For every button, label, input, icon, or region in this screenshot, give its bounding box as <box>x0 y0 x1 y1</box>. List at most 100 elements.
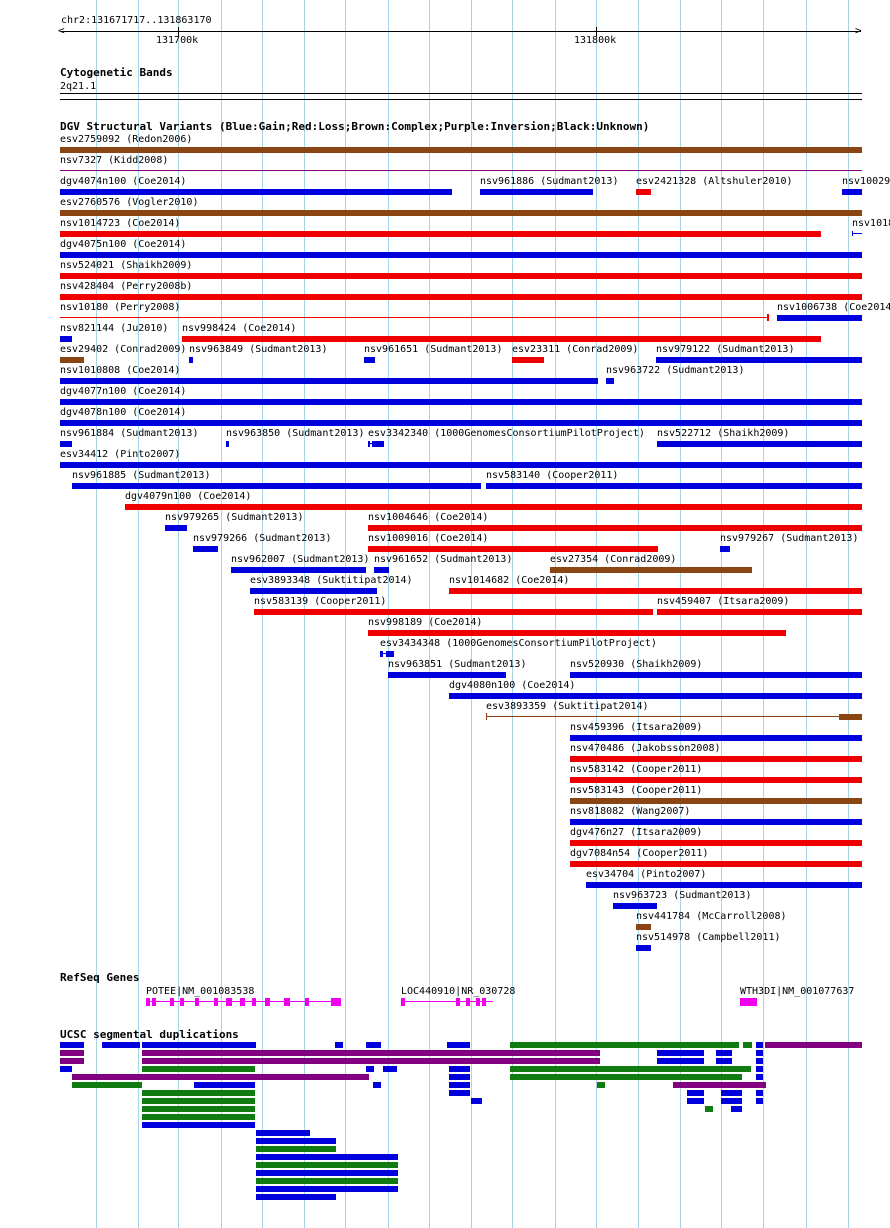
variant-label[interactable]: dgv4080n100 (Coe2014) <box>449 680 576 691</box>
variant-label[interactable]: nsv522712 (Shaikh2009) <box>657 428 790 439</box>
gene-exon[interactable] <box>740 998 757 1006</box>
segdup-bar[interactable] <box>142 1106 255 1112</box>
variant-bar[interactable] <box>777 315 862 321</box>
variant-bar[interactable] <box>231 567 366 573</box>
segdup-bar[interactable] <box>256 1138 336 1144</box>
dgv-track-title[interactable]: DGV Structural Variants (Blue:Gain;Red:L… <box>60 120 650 133</box>
gene-label[interactable]: POTEE|NM_001083538 <box>146 986 255 997</box>
gene-exon[interactable] <box>265 998 270 1006</box>
variant-bar[interactable] <box>368 443 384 444</box>
variant-label[interactable]: nsv963849 (Sudmant2013) <box>189 344 328 355</box>
variant-bar[interactable] <box>364 357 375 363</box>
segdup-bar[interactable] <box>756 1090 763 1096</box>
segdup-bar[interactable] <box>743 1042 752 1048</box>
variant-bar[interactable] <box>486 483 862 489</box>
segdup-bar[interactable] <box>756 1050 763 1056</box>
variant-bar[interactable] <box>570 798 862 804</box>
variant-label[interactable]: nsv979267 (Sudmant2013) <box>720 533 859 544</box>
variant-label[interactable]: nsv1010808 (Coe2014) <box>60 365 181 376</box>
gene-exon[interactable] <box>284 998 290 1006</box>
variant-bar[interactable] <box>636 924 651 930</box>
variant-bar[interactable] <box>613 903 657 909</box>
segdup-track-title[interactable]: UCSC segmental duplications <box>60 1028 239 1041</box>
variant-bar[interactable] <box>657 441 862 447</box>
variant-bar[interactable] <box>226 441 229 447</box>
segdup-bar[interactable] <box>673 1082 766 1088</box>
variant-bar[interactable] <box>368 630 786 636</box>
gene-label[interactable]: WTH3DI|NM_001077637 <box>740 986 855 997</box>
segdup-bar[interactable] <box>256 1130 310 1136</box>
segdup-bar[interactable] <box>756 1058 763 1064</box>
variant-bar[interactable] <box>60 462 862 468</box>
variant-label[interactable]: nsv10029 <box>842 176 890 187</box>
segdup-bar[interactable] <box>373 1082 381 1088</box>
segdup-bar[interactable] <box>597 1082 605 1088</box>
segdup-bar[interactable] <box>256 1186 398 1192</box>
variant-bar[interactable] <box>720 546 730 552</box>
variant-bar[interactable] <box>550 567 752 573</box>
variant-bar[interactable] <box>570 840 862 846</box>
variant-label[interactable]: nsv1009016 (Coe2014) <box>368 533 489 544</box>
variant-bar[interactable] <box>60 273 862 279</box>
segdup-bar[interactable] <box>256 1154 398 1160</box>
variant-label[interactable]: nsv514978 (Campbell2011) <box>636 932 781 943</box>
variant-label[interactable]: nsv979265 (Sudmant2013) <box>165 512 304 523</box>
segdup-bar[interactable] <box>721 1098 742 1104</box>
variant-label[interactable]: nsv583140 (Cooper2011) <box>486 470 619 481</box>
variant-bar[interactable] <box>767 314 769 321</box>
gene-label[interactable]: LOC440910|NR_030728 <box>401 986 516 997</box>
variant-label[interactable]: nsv583142 (Cooper2011) <box>570 764 703 775</box>
variant-bar[interactable] <box>60 210 862 216</box>
variant-bar[interactable] <box>60 147 862 153</box>
variant-label[interactable]: esv2760576 (Vogler2010) <box>60 197 199 208</box>
variant-label[interactable]: dgv4078n100 (Coe2014) <box>60 407 187 418</box>
variant-bar[interactable] <box>60 189 452 195</box>
variant-bar[interactable] <box>480 189 593 195</box>
variant-label[interactable]: nsv470486 (Jakobsson2008) <box>570 743 721 754</box>
variant-bar[interactable] <box>636 189 651 195</box>
variant-bar[interactable] <box>60 336 72 342</box>
variant-label[interactable]: nsv7327 (Kidd2008) <box>60 155 169 166</box>
variant-label[interactable]: nsv963850 (Sudmant2013) <box>226 428 365 439</box>
segdup-bar[interactable] <box>765 1042 862 1048</box>
variant-label[interactable]: nsv583139 (Cooper2011) <box>254 596 387 607</box>
variant-label[interactable]: esv27354 (Conrad2009) <box>550 554 677 565</box>
variant-bar[interactable] <box>125 504 862 510</box>
segdup-bar[interactable] <box>72 1074 369 1080</box>
variant-bar[interactable] <box>486 716 839 717</box>
variant-bar[interactable] <box>449 693 862 699</box>
variant-label[interactable]: nsv441784 (McCarroll2008) <box>636 911 787 922</box>
segdup-bar[interactable] <box>756 1098 763 1104</box>
variant-label[interactable]: nsv459396 (Itsara2009) <box>570 722 703 733</box>
variant-bar[interactable] <box>852 231 853 236</box>
variant-label[interactable]: nsv963723 (Sudmant2013) <box>613 890 752 901</box>
segdup-bar[interactable] <box>687 1098 704 1104</box>
variant-label[interactable]: nsv961652 (Sudmant2013) <box>374 554 513 565</box>
segdup-bar[interactable] <box>510 1074 742 1080</box>
segdup-bar[interactable] <box>471 1098 482 1104</box>
gene-exon[interactable] <box>195 998 199 1006</box>
segdup-bar[interactable] <box>657 1058 704 1064</box>
variant-label[interactable]: dgv476n27 (Itsara2009) <box>570 827 703 838</box>
segdup-bar[interactable] <box>687 1090 704 1096</box>
gene-exon[interactable] <box>401 998 405 1006</box>
variant-label[interactable]: nsv818082 (Wang2007) <box>570 806 691 817</box>
variant-bar[interactable] <box>380 651 383 657</box>
variant-bar[interactable] <box>388 672 506 678</box>
variant-label[interactable]: nsv1014682 (Coe2014) <box>449 575 570 586</box>
variant-label[interactable]: dgv4075n100 (Coe2014) <box>60 239 187 250</box>
segdup-bar[interactable] <box>510 1066 751 1072</box>
gene-exon[interactable] <box>331 998 341 1006</box>
variant-bar[interactable] <box>570 819 862 825</box>
variant-label[interactable]: esv2421328 (Altshuler2010) <box>636 176 793 187</box>
segdup-bar[interactable] <box>383 1066 397 1072</box>
gene-exon[interactable] <box>466 998 470 1006</box>
variant-label[interactable]: nsv459407 (Itsara2009) <box>657 596 790 607</box>
variant-label[interactable]: nsv998424 (Coe2014) <box>182 323 297 334</box>
variant-bar[interactable] <box>656 357 862 363</box>
segdup-bar[interactable] <box>142 1122 255 1128</box>
variant-bar[interactable] <box>60 317 768 318</box>
segdup-bar[interactable] <box>142 1098 255 1104</box>
variant-bar[interactable] <box>839 714 862 720</box>
gene-exon[interactable] <box>252 998 256 1006</box>
